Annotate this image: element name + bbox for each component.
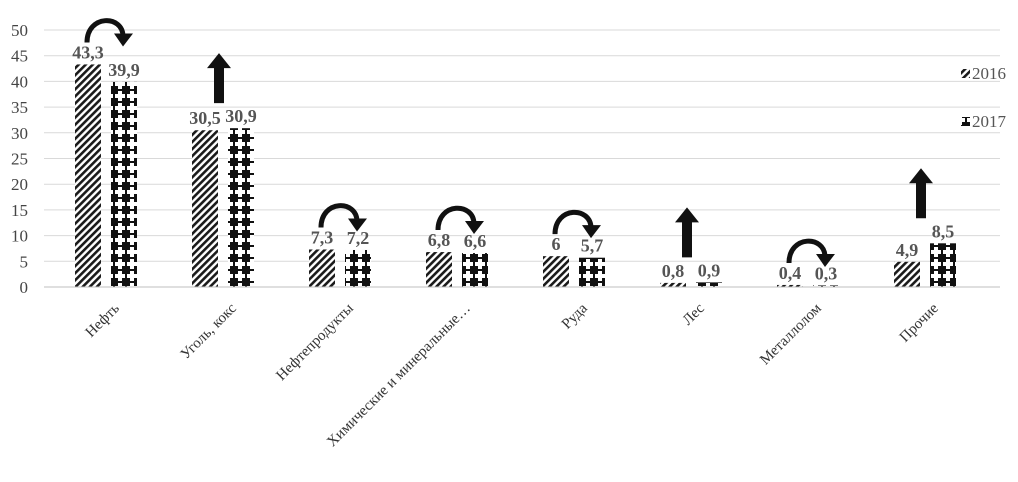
bar-2017 bbox=[228, 128, 254, 287]
data-label: 6 bbox=[552, 234, 561, 254]
legend-label: 2017 bbox=[972, 112, 1007, 131]
y-tick-label: 20 bbox=[11, 175, 28, 194]
bar-2017 bbox=[462, 253, 488, 287]
legend-swatch-2016 bbox=[961, 69, 970, 78]
category-label: Химические и минеральные… bbox=[324, 301, 474, 451]
curved-arrow-icon bbox=[318, 203, 360, 228]
bar-2017 bbox=[579, 257, 605, 287]
up-arrow-icon bbox=[207, 53, 231, 104]
category-label: Уголь, кокс bbox=[178, 300, 240, 362]
bar-2016 bbox=[543, 256, 569, 287]
y-tick-label: 25 bbox=[11, 150, 28, 169]
category-label: Нефть bbox=[83, 300, 123, 340]
bar-2016 bbox=[75, 64, 101, 287]
category-label: Прочие bbox=[897, 300, 942, 345]
data-label: 5,7 bbox=[581, 236, 604, 256]
y-tick-label: 5 bbox=[20, 252, 29, 271]
data-label: 30,5 bbox=[189, 108, 221, 128]
curved-arrow-head-icon bbox=[582, 225, 601, 239]
curved-arrow-icon bbox=[786, 238, 828, 264]
category-label: Руда bbox=[559, 300, 591, 332]
category-label: Металлолом bbox=[757, 300, 825, 368]
bar-2016 bbox=[777, 284, 803, 287]
data-label: 0,4 bbox=[779, 263, 802, 283]
data-label: 0,3 bbox=[815, 263, 838, 283]
curved-arrow-head-icon bbox=[816, 253, 835, 267]
curved-arrow-head-icon bbox=[348, 218, 367, 232]
data-labels: 43,339,9 30,5 30,9 7,3 7,2 6,8 6,6 6 5,7 0,8 0,9 0,… bbox=[72, 42, 954, 283]
data-label: 7,3 bbox=[311, 227, 334, 247]
bar-2016 bbox=[426, 252, 452, 287]
y-tick-label: 0 bbox=[20, 278, 29, 297]
category-label: Нефтепродукты bbox=[273, 301, 356, 384]
y-tick-label: 40 bbox=[11, 72, 28, 91]
legend: 2016 2017 bbox=[961, 64, 1007, 131]
data-label: 0,9 bbox=[698, 260, 721, 280]
gridlines bbox=[44, 29, 1000, 262]
legend-label: 2016 bbox=[972, 64, 1006, 83]
bar-2017 bbox=[813, 285, 839, 287]
bar-2016 bbox=[894, 261, 920, 287]
curved-arrow-head-icon bbox=[465, 221, 484, 235]
curved-arrow-head-icon bbox=[114, 33, 133, 47]
y-tick-label: 10 bbox=[11, 227, 28, 246]
bar-2016 bbox=[309, 249, 335, 287]
trend-markers bbox=[84, 18, 933, 267]
y-tick-label: 30 bbox=[11, 124, 28, 143]
data-label: 4,9 bbox=[896, 240, 919, 260]
bar-2017 bbox=[111, 81, 137, 287]
data-label: 0,8 bbox=[662, 261, 685, 281]
legend-swatch-2017 bbox=[961, 117, 970, 126]
up-arrow-icon bbox=[675, 207, 699, 258]
data-label: 7,2 bbox=[347, 228, 370, 248]
curved-arrow-icon bbox=[435, 205, 477, 231]
data-label: 6,8 bbox=[428, 230, 451, 250]
data-label: 43,3 bbox=[72, 42, 104, 62]
bar-2017 bbox=[345, 249, 371, 287]
up-arrow-icon bbox=[909, 168, 933, 219]
bar-2017 bbox=[696, 282, 722, 287]
y-tick-label: 50 bbox=[11, 21, 28, 40]
curved-arrow-icon bbox=[552, 209, 594, 235]
data-label: 39,9 bbox=[108, 60, 140, 80]
bar-2016 bbox=[660, 282, 686, 287]
bars bbox=[75, 64, 956, 287]
y-axis: 0 5 10 15 20 25 30 35 40 45 50 bbox=[11, 21, 28, 297]
data-label: 8,5 bbox=[932, 221, 955, 241]
data-label: 30,9 bbox=[225, 106, 257, 126]
y-tick-label: 45 bbox=[11, 47, 28, 66]
category-label: Лес bbox=[680, 300, 708, 328]
bar-2017 bbox=[930, 243, 956, 287]
curved-arrow-icon bbox=[84, 18, 126, 43]
y-tick-label: 35 bbox=[11, 98, 28, 117]
data-label: 6,6 bbox=[464, 231, 487, 251]
y-tick-label: 15 bbox=[11, 201, 28, 220]
category-labels: Нефть Уголь, кокс НефтепродуктыХимические … bbox=[83, 300, 942, 450]
bar-2016 bbox=[192, 130, 218, 287]
